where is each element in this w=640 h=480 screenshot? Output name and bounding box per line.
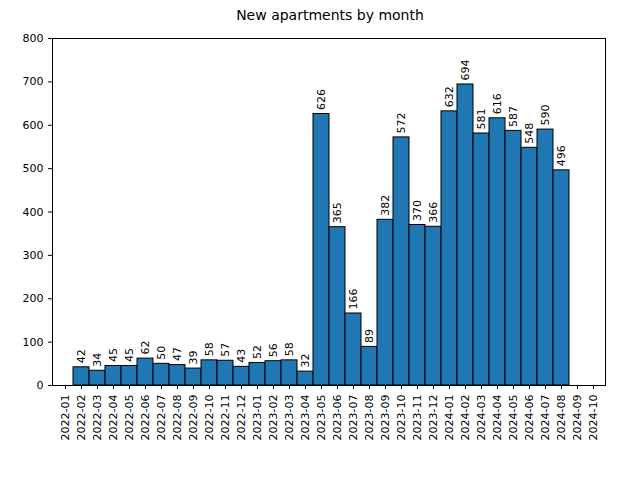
svg-text:2024-01: 2024-01: [443, 395, 456, 441]
svg-text:496: 496: [555, 145, 568, 166]
svg-text:58: 58: [203, 342, 216, 356]
svg-text:2024-03: 2024-03: [475, 395, 488, 441]
svg-text:2023-08: 2023-08: [363, 395, 376, 441]
svg-text:2022-08: 2022-08: [171, 395, 184, 441]
svg-text:590: 590: [539, 105, 552, 126]
svg-text:2024-02: 2024-02: [459, 395, 472, 441]
svg-text:2023-04: 2023-04: [299, 395, 312, 441]
svg-text:2024-07: 2024-07: [539, 395, 552, 441]
svg-text:626: 626: [315, 89, 328, 110]
svg-text:45: 45: [107, 348, 120, 362]
svg-text:34: 34: [91, 353, 104, 367]
svg-text:42: 42: [75, 349, 88, 363]
svg-text:2024-08: 2024-08: [555, 395, 568, 441]
svg-text:2023-07: 2023-07: [347, 395, 360, 441]
svg-text:62: 62: [139, 341, 152, 355]
svg-text:2023-12: 2023-12: [427, 395, 440, 441]
svg-text:200: 200: [23, 292, 44, 305]
svg-text:400: 400: [23, 206, 44, 219]
svg-text:58: 58: [283, 342, 296, 356]
svg-text:2022-05: 2022-05: [123, 395, 136, 441]
svg-text:2024-04: 2024-04: [491, 395, 504, 441]
svg-text:2022-04: 2022-04: [107, 395, 120, 441]
svg-text:2022-07: 2022-07: [155, 395, 168, 441]
svg-text:700: 700: [23, 75, 44, 88]
svg-text:300: 300: [23, 249, 44, 262]
svg-text:382: 382: [379, 195, 392, 216]
svg-text:2022-02: 2022-02: [75, 395, 88, 441]
svg-text:45: 45: [123, 348, 136, 362]
svg-text:43: 43: [235, 349, 248, 363]
svg-text:2023-05: 2023-05: [315, 395, 328, 441]
svg-text:2024-06: 2024-06: [523, 395, 536, 441]
svg-text:2023-02: 2023-02: [267, 395, 280, 441]
svg-text:47: 47: [171, 347, 184, 361]
svg-text:500: 500: [23, 162, 44, 175]
svg-text:370: 370: [411, 200, 424, 221]
svg-text:0: 0: [37, 379, 44, 392]
svg-text:56: 56: [267, 343, 280, 357]
svg-text:548: 548: [523, 123, 536, 144]
svg-text:581: 581: [475, 108, 488, 129]
svg-text:2024-05: 2024-05: [507, 395, 520, 441]
svg-text:2022-06: 2022-06: [139, 395, 152, 441]
svg-text:39: 39: [187, 351, 200, 365]
svg-text:2022-12: 2022-12: [235, 395, 248, 441]
svg-text:2023-06: 2023-06: [331, 395, 344, 441]
svg-text:2023-01: 2023-01: [251, 395, 264, 441]
svg-text:2022-09: 2022-09: [187, 395, 200, 441]
svg-text:600: 600: [23, 119, 44, 132]
svg-text:2023-11: 2023-11: [411, 395, 424, 441]
svg-text:572: 572: [395, 112, 408, 133]
svg-text:166: 166: [347, 288, 360, 309]
svg-text:2024-09: 2024-09: [571, 395, 584, 441]
svg-text:587: 587: [507, 106, 520, 127]
svg-text:2023-03: 2023-03: [283, 395, 296, 441]
svg-text:365: 365: [331, 202, 344, 223]
svg-text:2022-03: 2022-03: [91, 395, 104, 441]
svg-text:632: 632: [443, 86, 456, 107]
svg-text:800: 800: [23, 32, 44, 45]
svg-text:2022-01: 2022-01: [59, 395, 72, 441]
svg-text:616: 616: [491, 93, 504, 114]
svg-text:50: 50: [155, 346, 168, 360]
html-text:New apartments by month: New apartments by month: [236, 7, 424, 23]
svg-text:89: 89: [363, 329, 376, 343]
svg-text:52: 52: [251, 345, 264, 359]
svg-text:100: 100: [23, 336, 44, 349]
svg-text:57: 57: [219, 343, 232, 357]
svg-text:2023-09: 2023-09: [379, 395, 392, 441]
svg-text:2022-11: 2022-11: [219, 395, 232, 441]
svg-text:2022-10: 2022-10: [203, 395, 216, 441]
svg-text:32: 32: [299, 354, 312, 368]
svg-text:2024-10: 2024-10: [587, 395, 600, 441]
svg-text:366: 366: [427, 202, 440, 223]
svg-text:694: 694: [459, 59, 472, 80]
svg-text:2023-10: 2023-10: [395, 395, 408, 441]
